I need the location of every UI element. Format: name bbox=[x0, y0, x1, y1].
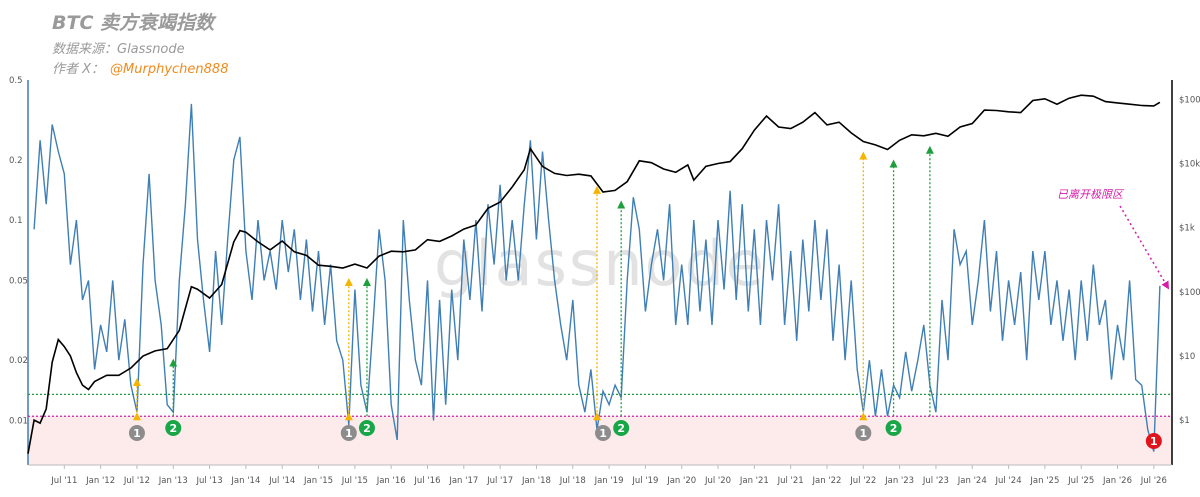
right-tick-label: $1k bbox=[1179, 224, 1195, 234]
x-tick-label: Jan '19 bbox=[594, 476, 624, 486]
x-tick-label: Jul '16 bbox=[413, 476, 440, 486]
author-label: 作者 X： bbox=[52, 62, 105, 77]
x-tick-label: Jul '20 bbox=[704, 476, 731, 486]
cycle-marker-label: 2 bbox=[169, 422, 177, 435]
x-tick-label: Jan '16 bbox=[376, 476, 406, 486]
right-tick-label: $10k bbox=[1179, 159, 1200, 169]
cycle-marker-label: 1 bbox=[1150, 435, 1158, 448]
cycle-marker bbox=[855, 425, 872, 441]
x-tick-label: Jul '14 bbox=[268, 476, 295, 486]
cycle-marker bbox=[358, 420, 375, 436]
x-tick-label: Jan '23 bbox=[884, 476, 914, 486]
cycle-marker bbox=[885, 420, 902, 436]
author-note: 作者 X： @Murphychen888 bbox=[52, 58, 228, 77]
cycle-marker bbox=[595, 425, 612, 441]
annotation-arrow bbox=[1119, 205, 1170, 290]
cycle-marker bbox=[613, 420, 630, 436]
x-tick-label: Jul '19 bbox=[631, 476, 658, 486]
left-tick-label: 0.05 bbox=[9, 276, 28, 286]
x-tick-label: Jul '17 bbox=[486, 476, 513, 486]
x-tick-label: Jul '24 bbox=[995, 476, 1022, 486]
exhaustion-zone bbox=[28, 416, 1172, 465]
author-handle-link[interactable]: @Murphychen888 bbox=[110, 62, 229, 77]
btc-price-line bbox=[27, 94, 1161, 454]
cycle-marker bbox=[340, 425, 357, 441]
cycle-marker-label: 1 bbox=[133, 427, 141, 440]
x-tick-label: Jan '17 bbox=[448, 476, 478, 486]
right-tick-label: $1 bbox=[1179, 416, 1190, 426]
right-tick-label: $100 bbox=[1179, 288, 1200, 298]
source-note: 数据来源：Glassnode bbox=[52, 42, 185, 57]
x-tick-label: Jan '13 bbox=[158, 476, 188, 486]
cycle-marker-label: 1 bbox=[599, 427, 607, 440]
cycle-marker-label: 2 bbox=[363, 422, 371, 435]
cycle-marker bbox=[128, 425, 145, 441]
cycle-marker-label: 2 bbox=[890, 422, 898, 435]
left-tick-label: 0.1 bbox=[9, 216, 23, 226]
cycle-marker bbox=[165, 420, 182, 436]
x-tick-label: Jan '22 bbox=[811, 476, 841, 486]
cycle-marker bbox=[1145, 433, 1162, 449]
left-tick-label: 0.02 bbox=[9, 356, 28, 366]
x-tick-label: Jul '22 bbox=[849, 476, 876, 486]
x-tick-label: Jan '15 bbox=[303, 476, 333, 486]
x-tick-label: Jan '12 bbox=[85, 476, 115, 486]
page-title: BTC 卖方衰竭指数 bbox=[52, 12, 215, 34]
x-tick-label: Jan '20 bbox=[666, 476, 696, 486]
x-tick-label: Jan '26 bbox=[1102, 476, 1132, 486]
cycle-marker-label: 1 bbox=[345, 427, 353, 440]
x-tick-label: Jul '11 bbox=[50, 476, 77, 486]
right-tick-label: $100k bbox=[1179, 95, 1200, 105]
x-tick-label: Jan '14 bbox=[230, 476, 260, 486]
x-tick-label: Jul '25 bbox=[1067, 476, 1094, 486]
left-tick-label: 0.01 bbox=[9, 417, 28, 427]
cycle-marker-label: 2 bbox=[617, 422, 625, 435]
x-tick-label: Jan '24 bbox=[957, 476, 987, 486]
x-tick-label: Jul '13 bbox=[196, 476, 223, 486]
x-tick-label: Jul '12 bbox=[123, 476, 150, 486]
right-tick-label: $10 bbox=[1179, 352, 1195, 362]
x-tick-label: Jul '26 bbox=[1140, 476, 1167, 486]
x-tick-label: Jan '25 bbox=[1029, 476, 1059, 486]
cycle-marker-label: 1 bbox=[859, 427, 867, 440]
x-tick-label: Jul '18 bbox=[559, 476, 586, 486]
left-tick-label: 0.2 bbox=[9, 156, 23, 166]
x-tick-label: Jul '23 bbox=[922, 476, 949, 486]
annotation-label: 已离开极限区 bbox=[1057, 188, 1125, 201]
x-tick-label: Jul '21 bbox=[777, 476, 804, 486]
x-tick-label: Jan '18 bbox=[521, 476, 551, 486]
left-tick-label: 0.5 bbox=[9, 76, 23, 86]
x-tick-label: Jan '21 bbox=[739, 476, 769, 486]
x-tick-label: Jul '15 bbox=[341, 476, 368, 486]
